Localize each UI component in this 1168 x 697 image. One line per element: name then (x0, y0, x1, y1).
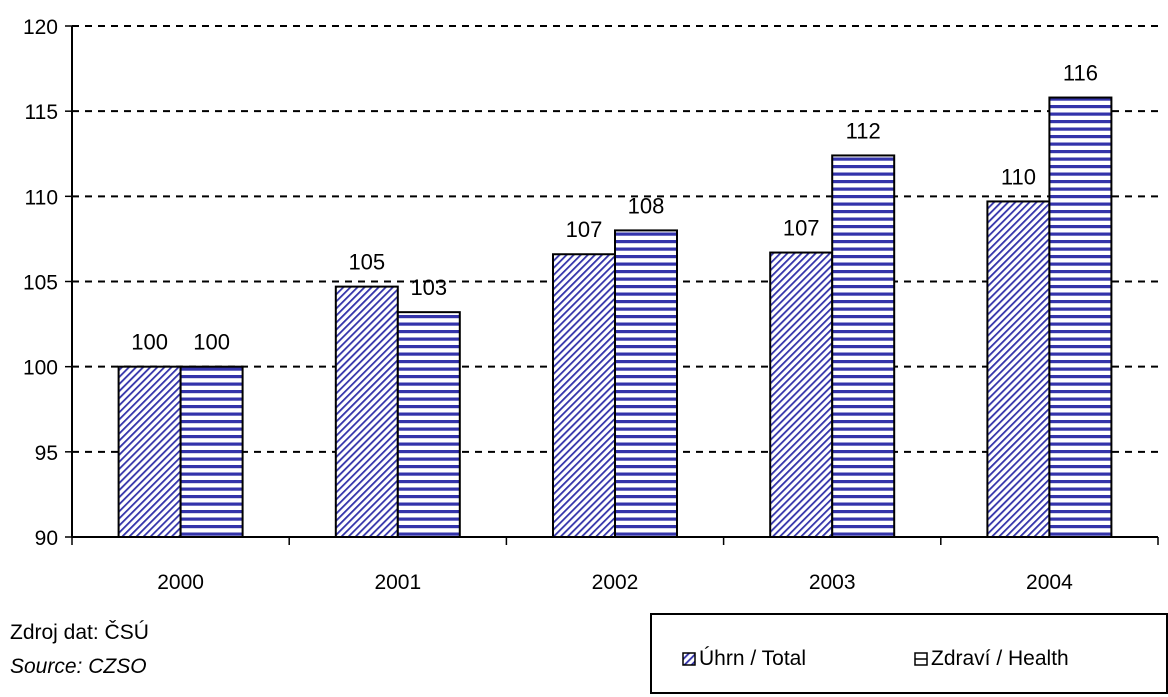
data-label-total-2000: 100 (131, 330, 168, 355)
data-label-health-2004: 116 (1063, 61, 1098, 86)
bar-health-2002 (614, 229, 678, 538)
legend-item-total: Úhrn / Total (682, 647, 806, 671)
data-label-health-2001: 103 (410, 275, 447, 300)
bar-total-2002 (552, 253, 616, 538)
data-label-health-2002: 108 (628, 193, 665, 218)
x-tick-label: 2004 (1026, 571, 1073, 594)
y-tick-label: 120 (23, 16, 58, 39)
y-tick-label: 110 (25, 186, 58, 209)
y-tick-label: 90 (35, 527, 58, 550)
bar-total-2000 (117, 365, 182, 538)
bar-total-2001 (334, 285, 399, 538)
data-label-total-2001: 105 (348, 250, 385, 275)
bar-health-2003 (831, 154, 896, 538)
y-tick-label: 95 (35, 442, 58, 465)
legend-label-health: Zdraví / Health (931, 647, 1069, 670)
legend: Úhrn / Total Zdraví / Health (650, 613, 1168, 694)
legend-swatch-total (682, 652, 696, 666)
bar-total-2004 (986, 200, 1051, 538)
x-tick-label: 2002 (592, 571, 639, 594)
bar-health-2004 (1048, 96, 1113, 538)
legend-item-health: Zdraví / Health (914, 647, 1069, 671)
data-label-total-2004: 110 (1001, 164, 1036, 189)
x-tick-label: 2001 (374, 571, 421, 594)
legend-label-total: Úhrn / Total (699, 647, 806, 670)
source-english: Source: CZSO (10, 655, 147, 678)
data-label-total-2002: 107 (566, 217, 603, 242)
y-tick-label: 105 (23, 272, 58, 295)
source-czech: Zdroj dat: ČSÚ (10, 621, 149, 644)
y-tick-label: 115 (25, 101, 58, 124)
x-tick-label: 2003 (809, 571, 856, 594)
data-label-total-2003: 107 (783, 216, 820, 241)
x-tick-label: 2000 (157, 571, 204, 594)
legend-swatch-health (914, 652, 928, 666)
bar-health-2000 (179, 365, 244, 538)
bar-health-2001 (396, 311, 461, 538)
data-label-health-2003: 112 (846, 118, 881, 143)
bar-total-2003 (769, 251, 834, 538)
data-label-health-2000: 100 (193, 330, 230, 355)
y-tick-label: 100 (23, 357, 58, 380)
